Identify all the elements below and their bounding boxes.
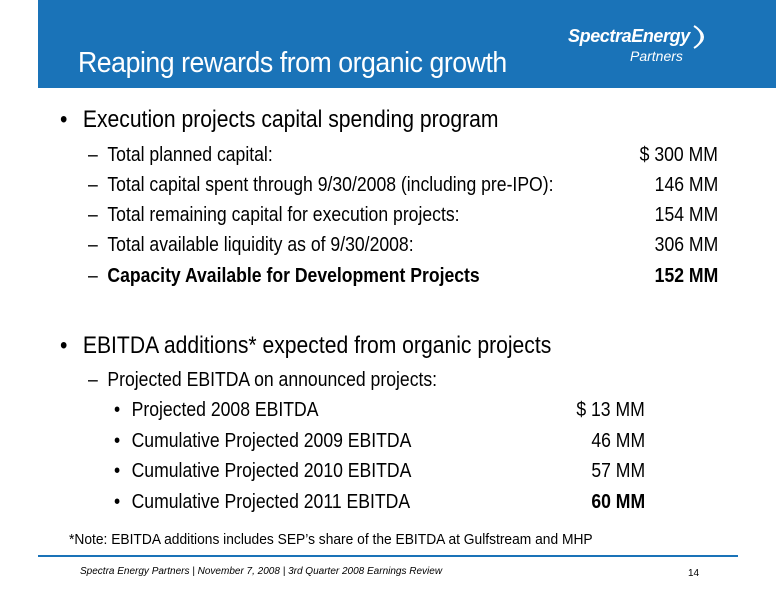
dash-icon: – xyxy=(88,234,98,256)
list-item-value: $ 300 MM xyxy=(639,144,718,166)
list-item-value: 306 MM xyxy=(654,234,718,256)
header-bar xyxy=(38,0,776,88)
list-item-value: 152 MM xyxy=(654,265,718,287)
footer-divider xyxy=(38,555,738,557)
list-item: – Total planned capital: xyxy=(88,144,273,166)
list-item-value: 154 MM xyxy=(654,204,718,226)
dash-icon: – xyxy=(88,174,98,196)
footnote: *Note: EBITDA additions includes SEP’s s… xyxy=(69,531,593,548)
list-item: – Total available liquidity as of 9/30/20… xyxy=(88,234,414,256)
list-item: – Capacity Available for Development Proj… xyxy=(88,265,480,287)
page-number: 14 xyxy=(688,568,700,579)
subheading: – Projected EBITDA on announced projects: xyxy=(88,369,438,391)
list-item: • Projected 2008 EBITDA xyxy=(114,399,319,421)
bullet-icon: • xyxy=(60,332,68,359)
dash-icon: – xyxy=(88,265,98,287)
bullet-icon: • xyxy=(114,460,121,482)
list-item: • Cumulative Projected 2011 EBITDA xyxy=(114,491,411,513)
bullet-icon: • xyxy=(114,430,121,452)
spectra-energy-logo: SpectraEnergy Partners xyxy=(568,25,718,70)
section1-heading: • Execution projects capital spending pro… xyxy=(60,106,499,133)
logo-swoosh-icon xyxy=(693,25,704,49)
dash-icon: – xyxy=(88,204,98,226)
list-item: – Total remaining capital for execution p… xyxy=(88,204,460,226)
list-item: – Total capital spent through 9/30/2008 (… xyxy=(88,174,554,196)
list-item-value: 46 MM xyxy=(591,430,645,452)
bullet-icon: • xyxy=(114,491,121,513)
dash-icon: – xyxy=(88,369,98,391)
list-item-value: 146 MM xyxy=(654,174,718,196)
bullet-icon: • xyxy=(60,106,68,133)
list-item-value: 57 MM xyxy=(591,460,645,482)
slide-title: Reaping rewards from organic growth xyxy=(78,47,507,79)
list-item-value: 60 MM xyxy=(591,491,645,513)
footer-text: Spectra Energy Partners | November 7, 20… xyxy=(80,566,443,577)
list-item: • Cumulative Projected 2010 EBITDA xyxy=(114,460,412,482)
bullet-icon: • xyxy=(114,399,121,421)
section2-heading: • EBITDA additions* expected from organic… xyxy=(60,332,552,359)
logo-main-text: SpectraEnergy xyxy=(568,26,690,46)
dash-icon: – xyxy=(88,144,98,166)
list-item-value: $ 13 MM xyxy=(576,399,645,421)
logo-sub-text: Partners xyxy=(630,48,683,64)
list-item: • Cumulative Projected 2009 EBITDA xyxy=(114,430,412,452)
